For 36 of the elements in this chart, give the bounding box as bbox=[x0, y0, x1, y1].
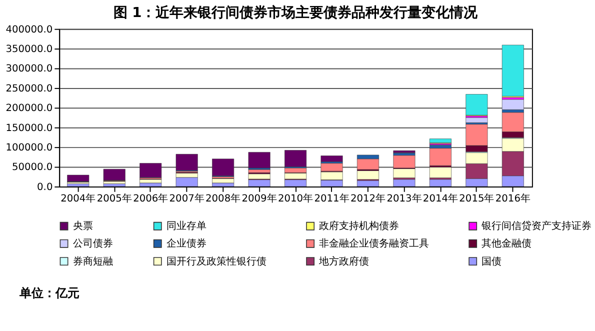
x-tick-label: 2013年 bbox=[386, 192, 422, 205]
legend-label: 非金融企业债务融资工具 bbox=[319, 238, 430, 250]
x-tick-label: 2016年 bbox=[495, 192, 530, 205]
x-tick-label: 2014年 bbox=[422, 192, 458, 205]
x-tick-label: 2011年 bbox=[314, 192, 350, 205]
x-tick-label: 2004年 bbox=[60, 192, 96, 205]
legend-label: 央票 bbox=[72, 220, 93, 232]
legend-label: 政府支持机构债券 bbox=[319, 220, 400, 232]
y-tick-label: 0.0 bbox=[37, 182, 53, 193]
x-tick-label: 2008年 bbox=[206, 192, 241, 205]
y-tick-label: 100000.0 bbox=[6, 142, 53, 154]
legend-label: 企业债券 bbox=[166, 238, 206, 250]
legend-label: 国债 bbox=[482, 256, 502, 268]
y-tick-label: 200000.0 bbox=[6, 103, 53, 114]
y-tick-label: 350000.0 bbox=[6, 44, 53, 56]
x-tick-label: 2009年 bbox=[242, 192, 277, 205]
legend-label: 其他金融债 bbox=[482, 238, 532, 250]
legend-label: 银行间信贷资产支持证券 bbox=[480, 220, 592, 232]
x-tick-label: 2005年 bbox=[96, 192, 132, 205]
y-tick-label: 400000.0 bbox=[6, 24, 53, 36]
legend-label: 同业存单 bbox=[166, 220, 206, 232]
legend-label: 国开行及政策性银行债 bbox=[166, 255, 266, 268]
y-tick-label: 250000.0 bbox=[6, 83, 53, 94]
x-tick-label: 2006年 bbox=[133, 192, 168, 205]
x-tick-label: 2007年 bbox=[169, 192, 204, 205]
legend-label: 地方政府债 bbox=[318, 255, 370, 268]
legend-label: 券商短融 bbox=[72, 255, 113, 268]
chart-title: 图 1：近年来银行间债券市场主要债券品种发行量变化情况 bbox=[113, 4, 479, 22]
y-tick-label: 300000.0 bbox=[6, 64, 53, 75]
y-tick-label: 150000.0 bbox=[6, 122, 53, 134]
x-tick-label: 2010年 bbox=[278, 192, 314, 205]
text: 单位：亿元 bbox=[18, 286, 80, 300]
y-tick-label: 50000.0 bbox=[12, 162, 53, 174]
x-tick-label: 2015年 bbox=[459, 192, 494, 205]
x-tick-label: 2012年 bbox=[350, 192, 386, 205]
legend-label: 公司债券 bbox=[72, 238, 113, 250]
